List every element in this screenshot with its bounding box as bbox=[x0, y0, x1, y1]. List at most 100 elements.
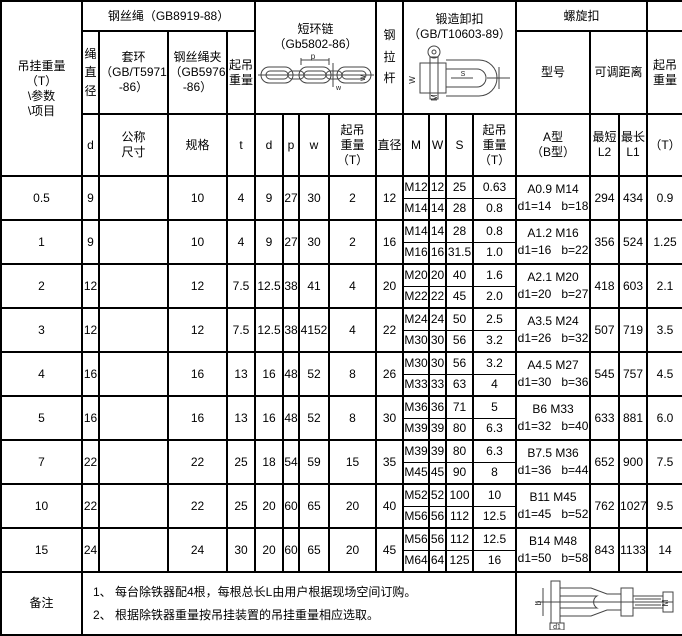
turnbuckle-diagram-cell: b d1 M bbox=[515, 571, 682, 636]
shackle-s-cell: 71 bbox=[445, 395, 475, 419]
clamp-spec-cell: 12 bbox=[167, 307, 228, 353]
shackle-w-cell: 30 bbox=[428, 351, 448, 375]
chain-d-cell: 12.5 bbox=[254, 263, 285, 309]
shackle-s-cell: 90 bbox=[445, 461, 475, 485]
chain-w-cell: 59 bbox=[298, 439, 331, 485]
shackle-s-cell: 56 bbox=[445, 329, 475, 353]
chain-d-cell: 9 bbox=[254, 219, 285, 265]
shackle-s-header: S bbox=[445, 113, 475, 177]
chain-w-header: w bbox=[298, 113, 331, 177]
shackle-lift-cell: 6.3 bbox=[472, 439, 518, 463]
shackle-m-cell: M30 bbox=[402, 329, 431, 353]
turnbuckle-model-line: B11 M45 bbox=[529, 489, 577, 504]
turnbuckle-lift-cell: 3.5 bbox=[646, 307, 682, 353]
l1-cell: 524 bbox=[618, 219, 649, 265]
rod-dia-cell: 30 bbox=[375, 395, 405, 441]
chain-p-cell: 60 bbox=[282, 527, 301, 573]
empty-corner-cell bbox=[646, 0, 682, 32]
rod-dia-cell: 22 bbox=[375, 307, 405, 353]
shackle-m-cell: M52 bbox=[402, 483, 431, 507]
chain-p-cell: 38 bbox=[282, 307, 301, 353]
shackle-lift-cell: 2.0 bbox=[472, 285, 518, 309]
chain-w-cell: 52 bbox=[298, 395, 331, 441]
shackle-m-cell: M14 bbox=[402, 197, 431, 221]
l1-cell: 434 bbox=[618, 175, 649, 221]
l1-cell: 1027 bbox=[618, 483, 649, 529]
chain-d-cell: 20 bbox=[254, 483, 285, 529]
turnbuckle-model-line: A2.1 M20 bbox=[527, 269, 579, 284]
turnbuckle-model-line: B6 M33 bbox=[532, 401, 574, 416]
chain-header: 短环链 （Gb5802-86） p bbox=[254, 0, 378, 115]
shackle-w-cell: 22 bbox=[428, 285, 448, 309]
shackle-w-cell: 20 bbox=[428, 263, 448, 287]
shackle-m-cell: M30 bbox=[402, 351, 431, 375]
chain-lift-cell: 15 bbox=[328, 439, 378, 485]
turnbuckle-dims-line: d1=32 b=40 bbox=[517, 419, 589, 433]
chain-lift-cell: 4 bbox=[328, 307, 378, 353]
shackle-m-label: M bbox=[430, 94, 439, 101]
shackle-w-cell: 39 bbox=[428, 439, 448, 463]
thimble-header: 套环 （GB/T5971 -86） bbox=[98, 30, 169, 115]
clamp-spec-cell: 16 bbox=[167, 395, 228, 441]
corner-header: 吊挂重量（T） \参数 \项目 bbox=[0, 0, 83, 177]
shackle-s-cell: 100 bbox=[445, 483, 475, 507]
turnbuckle-model-cell: B11 M45 d1=45 b=52 bbox=[515, 483, 592, 529]
hang-weight-cell: 10 bbox=[0, 483, 83, 529]
shackle-s-cell: 25 bbox=[445, 175, 475, 199]
shackle-s-cell: 112 bbox=[445, 527, 475, 551]
shackle-s-cell: 125 bbox=[445, 549, 475, 573]
wire-rope-header: 钢丝绳（GB8919-88） bbox=[80, 0, 257, 32]
turnbuckle-model-line: B7.5 M36 bbox=[527, 445, 579, 460]
chain-p-cell: 48 bbox=[282, 351, 301, 397]
chain-w-cell: 65 bbox=[298, 483, 331, 529]
turnbuckle-model-cell: B6 M33 d1=32 b=40 bbox=[515, 395, 592, 441]
chain-d-header: d bbox=[254, 113, 285, 177]
rod-dia-cell: 40 bbox=[375, 483, 405, 529]
chain-lift-cell: 4 bbox=[328, 263, 378, 309]
shackle-lift-cell: 4 bbox=[472, 373, 518, 397]
hang-weight-cell: 3 bbox=[0, 307, 83, 353]
rope-clamp-header: 钢丝绳夹 （GB5976 -86） bbox=[167, 30, 228, 115]
l1-cell: 719 bbox=[618, 307, 649, 353]
adjust-distance-header: 可调距离 bbox=[589, 30, 649, 115]
turnbuckle-model-cell: B14 M48 d1=50 b=58 bbox=[515, 527, 592, 573]
l2-cell: 652 bbox=[589, 439, 621, 485]
clamp-spec-cell: 22 bbox=[167, 483, 228, 529]
tie-rod-header: 钢拉杆 bbox=[375, 0, 405, 115]
turnbuckle-model-cell: A4.5 M27 d1=30 b=36 bbox=[515, 351, 592, 397]
shackle-w-cell: 56 bbox=[428, 527, 448, 551]
shackle-lift-cell: 2.5 bbox=[472, 307, 518, 331]
rope-t-cell: 30 bbox=[225, 527, 257, 573]
chain-lift-cell: 8 bbox=[328, 395, 378, 441]
shackle-m-cell: M33 bbox=[402, 373, 431, 397]
rope-dia-cell: 22 bbox=[81, 439, 100, 485]
shackle-s-cell: 31.5 bbox=[445, 241, 475, 265]
l1-cell: 757 bbox=[618, 351, 649, 397]
shackle-s-cell: 50 bbox=[445, 307, 475, 331]
hang-weight-cell: 1 bbox=[0, 219, 83, 265]
rope-dia-cell: 12 bbox=[81, 263, 100, 309]
rope-t-cell: 7.5 bbox=[225, 263, 257, 309]
shackle-lift-cell: 12.5 bbox=[472, 505, 518, 529]
shackle-m-cell: M16 bbox=[402, 241, 431, 265]
rope-t-cell: 13 bbox=[225, 395, 257, 441]
l2-header: 最短 L2 bbox=[589, 113, 621, 177]
shackle-w-cell: 52 bbox=[428, 483, 448, 507]
shackle-w-cell: 24 bbox=[428, 307, 448, 331]
shackle-s-cell: 80 bbox=[445, 417, 475, 441]
clamp-spec-cell: 22 bbox=[167, 439, 228, 485]
chain-d-cell: 16 bbox=[254, 395, 285, 441]
rope-t-cell: 13 bbox=[225, 351, 257, 397]
nominal-size-cell bbox=[98, 351, 169, 397]
shackle-lift-cell: 10 bbox=[472, 483, 518, 507]
chain-w-cell: 4152 bbox=[298, 307, 331, 353]
rope-dia-cell: 16 bbox=[81, 395, 100, 441]
nominal-size-cell bbox=[98, 307, 169, 353]
turnbuckle-lift-cell: 6.0 bbox=[646, 395, 682, 441]
chain-lift-cell: 20 bbox=[328, 527, 378, 573]
chain-p-cell: 38 bbox=[282, 263, 301, 309]
shackle-w-cell: 30 bbox=[428, 329, 448, 353]
chain-p-header: p bbox=[282, 113, 301, 177]
model-ab-header: A型 （B型） bbox=[515, 113, 592, 177]
shackle-m-cell: M12 bbox=[402, 175, 431, 199]
